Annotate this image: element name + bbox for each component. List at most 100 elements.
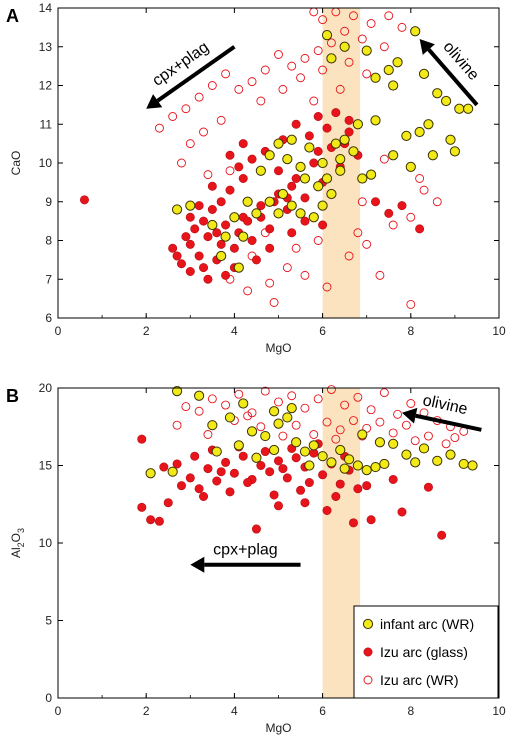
data-point (185, 266, 195, 276)
data-point (159, 462, 169, 472)
data-point (194, 484, 204, 494)
data-point (273, 418, 284, 429)
data-point (238, 139, 248, 149)
data-point (366, 19, 376, 28)
data-point (277, 188, 289, 200)
data-point (154, 123, 164, 133)
data-point (343, 454, 355, 465)
x-tick-label: 6 (319, 324, 326, 338)
data-point (172, 459, 182, 469)
data-point (308, 440, 319, 451)
data-point (243, 411, 253, 421)
data-point (318, 15, 328, 25)
data-point (181, 104, 191, 114)
data-point (203, 464, 213, 474)
series-filled-yellow (171, 26, 474, 273)
data-point (268, 406, 280, 417)
data-point (291, 453, 301, 463)
data-point (331, 491, 341, 501)
data-point (251, 255, 261, 265)
process-arrow-shaft (415, 413, 482, 432)
data-point (286, 200, 297, 211)
data-point (309, 158, 319, 168)
x-tick-label: 6 (319, 704, 326, 718)
data-point (388, 438, 399, 449)
data-point (282, 154, 293, 165)
y-tick-label: 10 (39, 156, 53, 170)
process-arrow (146, 45, 236, 109)
legend-label: Izu arc (glass) (380, 644, 468, 660)
data-point (339, 134, 350, 145)
data-point (299, 173, 311, 184)
data-point (282, 473, 292, 483)
data-point (340, 26, 350, 36)
data-point (278, 464, 288, 474)
data-point (207, 181, 217, 191)
data-point (335, 425, 345, 435)
data-point (203, 232, 213, 242)
data-point (410, 436, 420, 446)
data-point (361, 45, 372, 56)
data-point (295, 208, 306, 219)
data-point (251, 524, 261, 534)
process-arrow-shaft (427, 48, 479, 107)
data-point (265, 278, 275, 288)
data-point (194, 92, 204, 102)
arrow-label: olivine (421, 392, 469, 418)
process-arrow (419, 39, 479, 107)
data-point (348, 518, 358, 528)
data-point (304, 460, 315, 471)
data-point (256, 460, 266, 470)
data-point (273, 456, 283, 466)
data-point (295, 161, 306, 172)
data-point (449, 146, 460, 157)
data-point (397, 201, 407, 211)
data-point (361, 465, 372, 476)
data-point (397, 507, 407, 517)
data-point (146, 515, 156, 525)
data-point (207, 81, 217, 90)
data-point (375, 417, 385, 427)
data-point (362, 69, 372, 79)
data-point (265, 243, 275, 253)
data-point (300, 193, 310, 203)
series-filled-red (137, 434, 447, 540)
data-point (168, 243, 178, 253)
data-point (247, 77, 257, 87)
data-point (274, 50, 283, 59)
data-point (234, 162, 244, 172)
data-point (418, 68, 430, 79)
data-point (375, 270, 385, 280)
data-point (300, 498, 310, 508)
x-tick-label: 2 (143, 704, 150, 718)
data-point (349, 11, 358, 21)
data-point (308, 212, 319, 223)
data-point (229, 212, 240, 223)
y-tick-label: 9 (45, 195, 52, 209)
y-label-sub: 3 (16, 528, 26, 533)
data-point (203, 170, 213, 180)
data-point (304, 478, 314, 488)
data-point (362, 239, 372, 249)
data-point (242, 196, 253, 207)
data-point (207, 219, 218, 231)
data-point (313, 236, 323, 245)
data-point (313, 181, 324, 192)
data-point (171, 386, 183, 397)
data-point (326, 188, 337, 200)
data-point (441, 439, 451, 449)
data-point (286, 134, 297, 145)
data-point (348, 146, 359, 157)
data-point (317, 451, 328, 462)
data-point (366, 515, 376, 525)
data-point (287, 391, 297, 401)
data-point (207, 420, 218, 431)
x-tick-label: 10 (492, 324, 506, 338)
data-point (331, 434, 341, 444)
y-label-part: O (9, 533, 23, 542)
data-point (194, 406, 204, 416)
data-point (432, 197, 442, 207)
data-point (291, 243, 301, 253)
